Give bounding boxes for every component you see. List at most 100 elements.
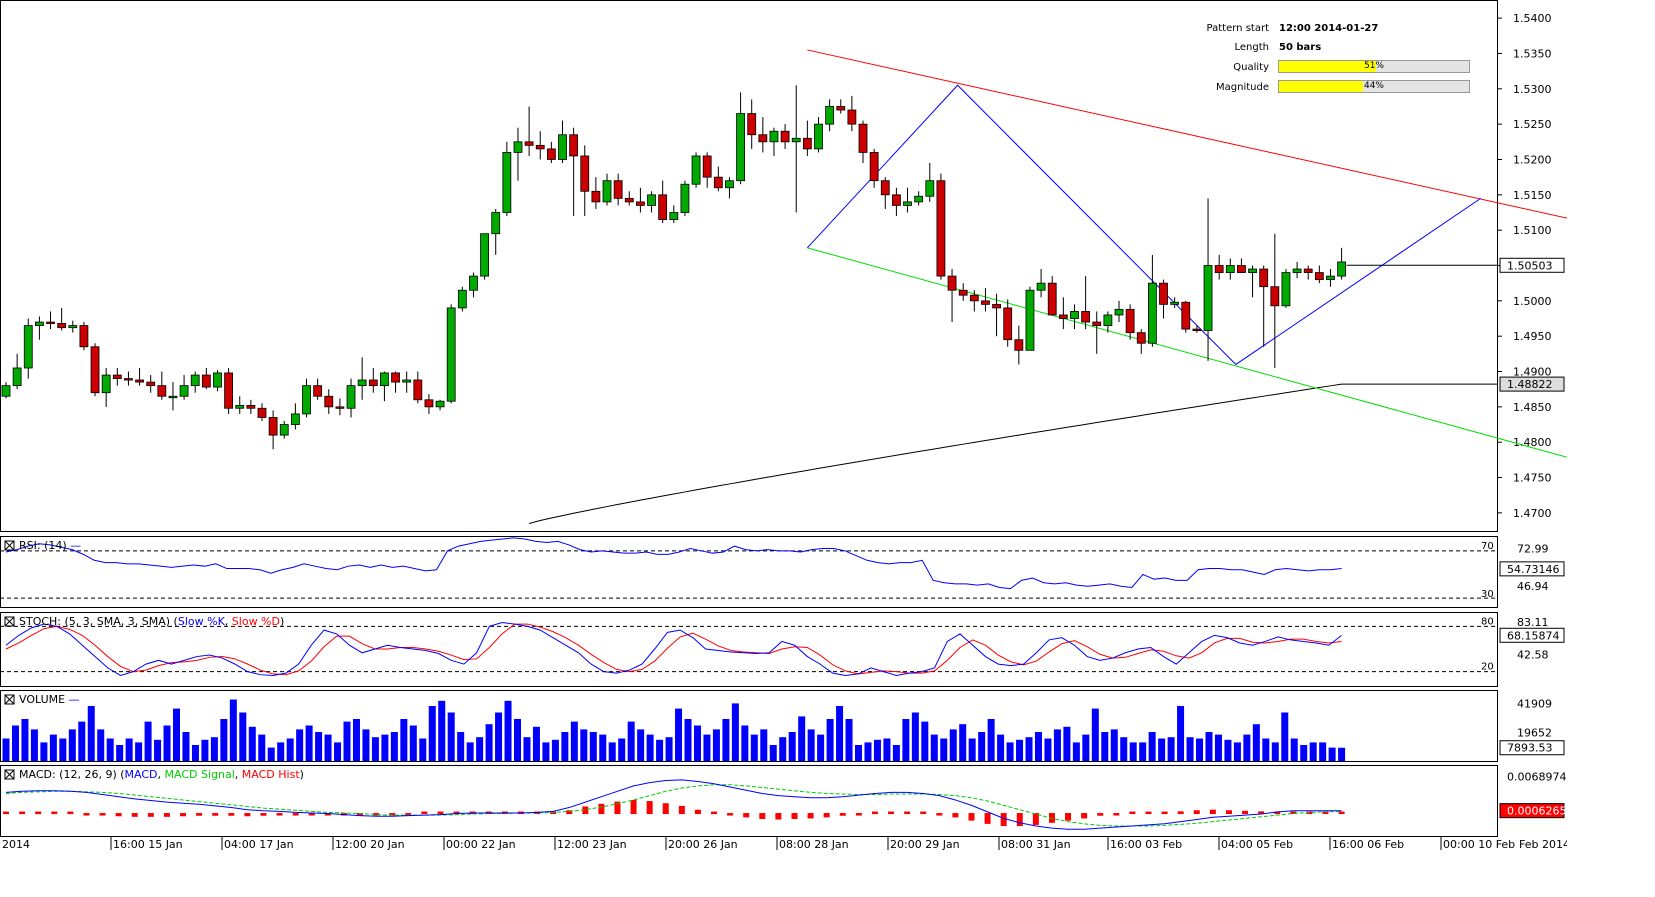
macd-hist-bar	[51, 811, 58, 815]
candle-body	[1003, 307, 1013, 341]
price-tick-label: 1.5300	[1513, 83, 1552, 96]
candle-body	[246, 405, 256, 409]
volume-bar	[201, 739, 209, 761]
volume-bar	[59, 738, 67, 761]
volume-bar	[419, 738, 427, 761]
candle	[246, 399, 256, 414]
candle	[446, 304, 456, 404]
macd-hist-bar	[3, 811, 9, 815]
candle	[391, 371, 400, 393]
candle	[79, 322, 89, 351]
volume-bar	[1063, 726, 1071, 761]
volume-bar	[438, 700, 446, 761]
candle	[1337, 247, 1346, 280]
volume-bar	[836, 706, 844, 761]
volume-bar	[1252, 724, 1260, 761]
volume-bar	[1167, 737, 1175, 761]
candle	[1292, 261, 1302, 279]
volume-bar	[390, 732, 398, 761]
macd-hist-bar	[775, 813, 782, 820]
macd-hist-bar	[1258, 811, 1265, 815]
volume-bar	[1139, 742, 1147, 761]
macd-hist-bar	[888, 811, 895, 815]
candle-body	[68, 325, 78, 329]
volume-bar	[305, 725, 313, 761]
price-tick-label: 1.5100	[1513, 224, 1552, 237]
candle	[179, 375, 189, 400]
rsi-tick-label: 72.99	[1517, 542, 1549, 555]
macd-legend-2: MACD Hist	[242, 768, 301, 781]
moving-average-line	[528, 383, 1497, 524]
x-tick-label: 08:00 28 Jan	[779, 838, 849, 851]
candle-body	[680, 183, 690, 213]
candle	[124, 371, 133, 386]
volume-bar	[608, 742, 616, 761]
volume-bar	[210, 737, 218, 761]
candle	[858, 120, 868, 164]
candle	[324, 389, 334, 414]
candle	[981, 288, 990, 312]
pattern-start-value: 12:00 2014-01-27	[1279, 23, 1379, 34]
macd-hist-bar	[646, 801, 653, 815]
candle	[669, 205, 679, 224]
candle-body	[725, 180, 734, 189]
candle-body	[669, 212, 679, 220]
macd-hist-bar	[743, 813, 750, 818]
volume-bar	[1082, 734, 1090, 761]
volume-bar	[495, 712, 503, 761]
candle	[1214, 254, 1224, 280]
candle-body	[391, 372, 400, 383]
volume-bar	[864, 742, 872, 761]
candle-body	[1036, 282, 1046, 291]
candle-body	[958, 289, 968, 296]
volume-bar	[1328, 747, 1336, 761]
volume-bar	[381, 734, 389, 761]
candle-body	[969, 294, 979, 302]
candle	[947, 269, 957, 323]
candle-body	[1, 385, 11, 397]
stoch-close-icon-stroke	[4, 616, 15, 627]
macd-hist-bar	[83, 813, 90, 816]
volume-bar	[2, 738, 10, 761]
volume-bar	[352, 719, 360, 761]
candle	[146, 375, 156, 393]
volume-bar	[267, 747, 275, 761]
pattern-zigzag-line	[806, 84, 1482, 366]
candle	[157, 371, 167, 400]
candle-body	[1303, 268, 1313, 273]
candle	[57, 307, 67, 331]
volume-bar	[921, 721, 929, 761]
volume-bar	[191, 745, 199, 761]
volume-bar	[769, 745, 777, 761]
candle-body	[1047, 282, 1057, 316]
candle	[1192, 325, 1202, 333]
volume-bar	[826, 719, 834, 761]
candle-body	[157, 385, 167, 397]
candle	[68, 320, 78, 333]
candle	[279, 420, 289, 439]
macd-hist-bar	[405, 813, 412, 816]
candle	[201, 367, 211, 390]
macd-hist-bar	[807, 813, 814, 819]
volume-bar	[286, 738, 294, 761]
macd-hist-bar	[147, 813, 154, 817]
candle	[535, 131, 545, 160]
candle-body	[1014, 339, 1024, 351]
candle-body	[290, 413, 300, 425]
candle-body	[168, 395, 178, 399]
candle-body	[1081, 311, 1091, 323]
stoch-level-high-label: 80	[1481, 616, 1494, 627]
macd-line	[5, 779, 1342, 830]
candle-body	[535, 144, 545, 150]
candle	[1125, 304, 1135, 340]
macd-hist-bar	[35, 811, 42, 815]
volume-bar	[542, 742, 550, 761]
candle	[491, 208, 501, 255]
candle-body	[1337, 261, 1346, 277]
volume-title: VOLUME —	[19, 693, 80, 706]
candle-body	[702, 155, 712, 178]
macd-hist-bar	[1290, 811, 1297, 815]
candle	[1058, 297, 1068, 330]
macd-hist-bar	[260, 813, 267, 816]
candle	[413, 371, 423, 404]
